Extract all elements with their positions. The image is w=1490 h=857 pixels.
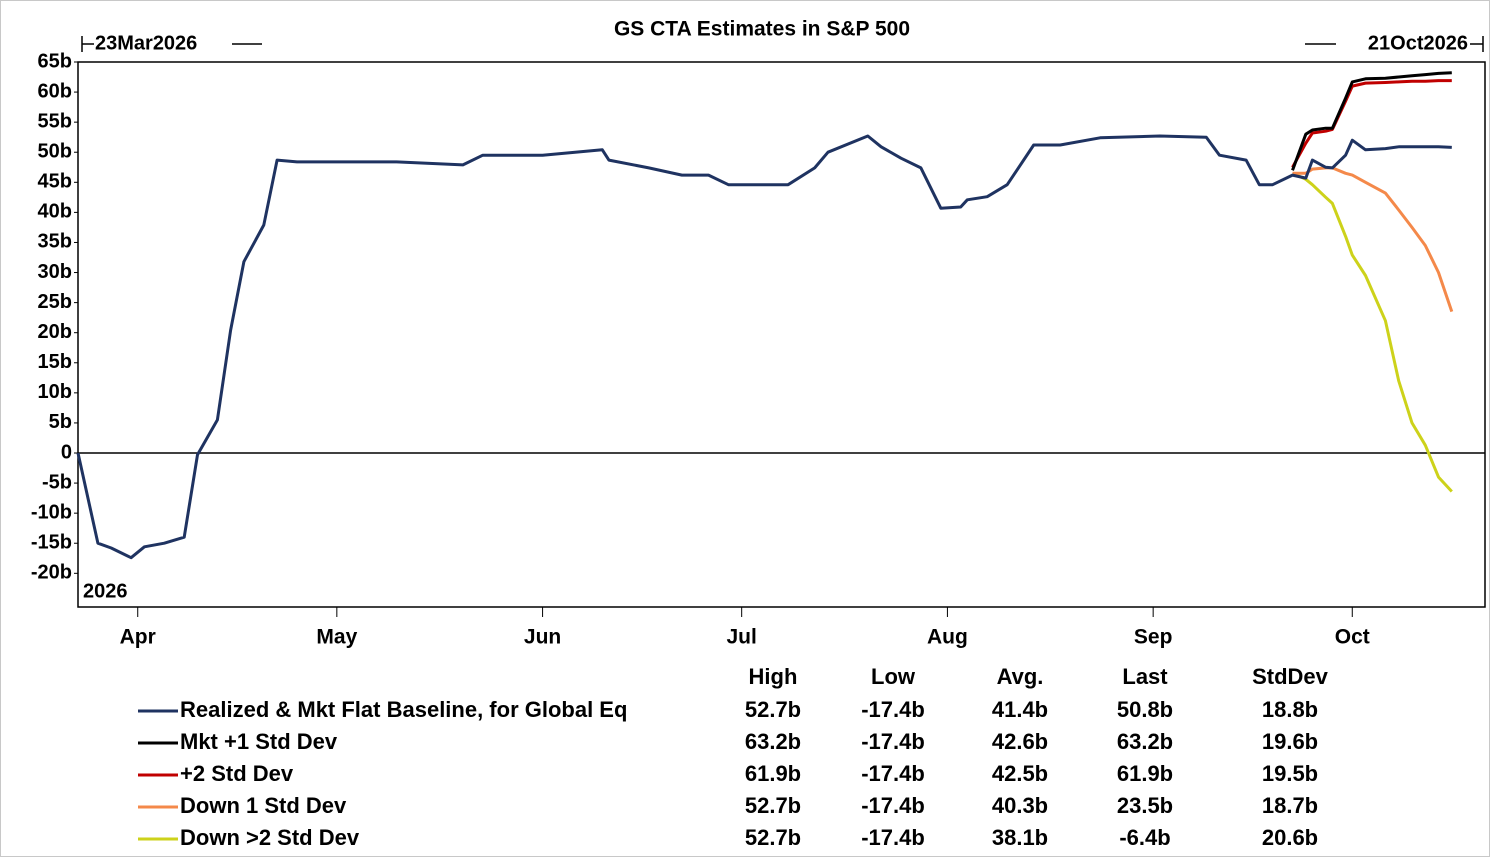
y-tick-label: 20b — [38, 321, 72, 343]
y-tick-label: 40b — [38, 201, 72, 223]
year-label: 2026 — [83, 580, 128, 602]
y-tick-label: 5b — [49, 411, 72, 433]
x-tick-label: Jun — [524, 626, 561, 649]
stats-header: StdDev — [1252, 664, 1329, 689]
stats-value: -17.4b — [861, 729, 925, 754]
chart-title: GS CTA Estimates in S&P 500 — [614, 18, 910, 41]
y-tick-label: 55b — [38, 110, 72, 132]
y-tick-label: -5b — [42, 471, 72, 493]
stats-value: 41.4b — [992, 697, 1048, 722]
stats-value: -17.4b — [861, 825, 925, 850]
stats-value: 61.9b — [1117, 761, 1173, 786]
x-tick-label: May — [316, 626, 357, 649]
y-tick-label: 30b — [38, 261, 72, 283]
stats-value: 42.6b — [992, 729, 1048, 754]
legend-label: Mkt +1 Std Dev — [180, 729, 338, 754]
stats-value: 19.5b — [1262, 761, 1318, 786]
range-start-label: 23Mar2026 — [95, 32, 197, 54]
legend-label: Down >2 Std Dev — [180, 825, 360, 850]
y-tick-label: -15b — [31, 532, 72, 554]
y-tick-label: 65b — [38, 50, 72, 72]
y-tick-label: 45b — [38, 171, 72, 193]
stats-value: 19.6b — [1262, 729, 1318, 754]
stats-value: -17.4b — [861, 761, 925, 786]
stats-header: Avg. — [997, 664, 1044, 689]
y-tick-label: -20b — [31, 562, 72, 584]
stats-header: Low — [871, 664, 916, 689]
legend-label: Realized & Mkt Flat Baseline, for Global… — [180, 697, 627, 722]
y-tick-label: 35b — [38, 231, 72, 253]
stats-value: 18.8b — [1262, 697, 1318, 722]
stats-value: 52.7b — [745, 825, 801, 850]
y-tick-label: 10b — [38, 381, 72, 403]
x-tick-label: Jul — [727, 626, 757, 649]
legend-label: +2 Std Dev — [180, 761, 294, 786]
stats-value: 42.5b — [992, 761, 1048, 786]
stats-value: 61.9b — [745, 761, 801, 786]
range-end-label: 21Oct2026 — [1368, 32, 1468, 54]
series-line — [1291, 71, 1452, 171]
series-line — [1291, 171, 1453, 493]
x-tick-label: Apr — [120, 626, 156, 649]
stats-value: 38.1b — [992, 825, 1048, 850]
legend-label: Down 1 Std Dev — [180, 793, 347, 818]
stats-value: -17.4b — [861, 793, 925, 818]
stats-value: 63.2b — [1117, 729, 1173, 754]
x-tick-label: Aug — [927, 626, 968, 649]
y-tick-label: 50b — [38, 141, 72, 163]
y-tick-label: 60b — [38, 80, 72, 102]
x-tick-label: Sep — [1134, 626, 1173, 649]
series-line — [1291, 79, 1452, 169]
stats-value: 20.6b — [1262, 825, 1318, 850]
stats-value: 52.7b — [745, 793, 801, 818]
stats-value: -6.4b — [1119, 825, 1170, 850]
stats-value: 40.3b — [992, 793, 1048, 818]
stats-value: 63.2b — [745, 729, 801, 754]
stats-value: 23.5b — [1117, 793, 1173, 818]
stats-value: 50.8b — [1117, 697, 1173, 722]
stats-value: 18.7b — [1262, 793, 1318, 818]
stats-header: High — [749, 664, 798, 689]
stats-value: 52.7b — [745, 697, 801, 722]
plot-frame — [77, 61, 1486, 608]
x-tick-label: Oct — [1335, 626, 1370, 649]
y-tick-label: 0 — [61, 441, 72, 463]
stats-header: Last — [1122, 664, 1168, 689]
stats-value: -17.4b — [861, 697, 925, 722]
y-tick-label: -10b — [31, 501, 72, 523]
series-line — [76, 134, 1452, 560]
y-tick-label: 15b — [38, 351, 72, 373]
y-tick-label: 25b — [38, 291, 72, 313]
series-line — [1292, 166, 1454, 313]
